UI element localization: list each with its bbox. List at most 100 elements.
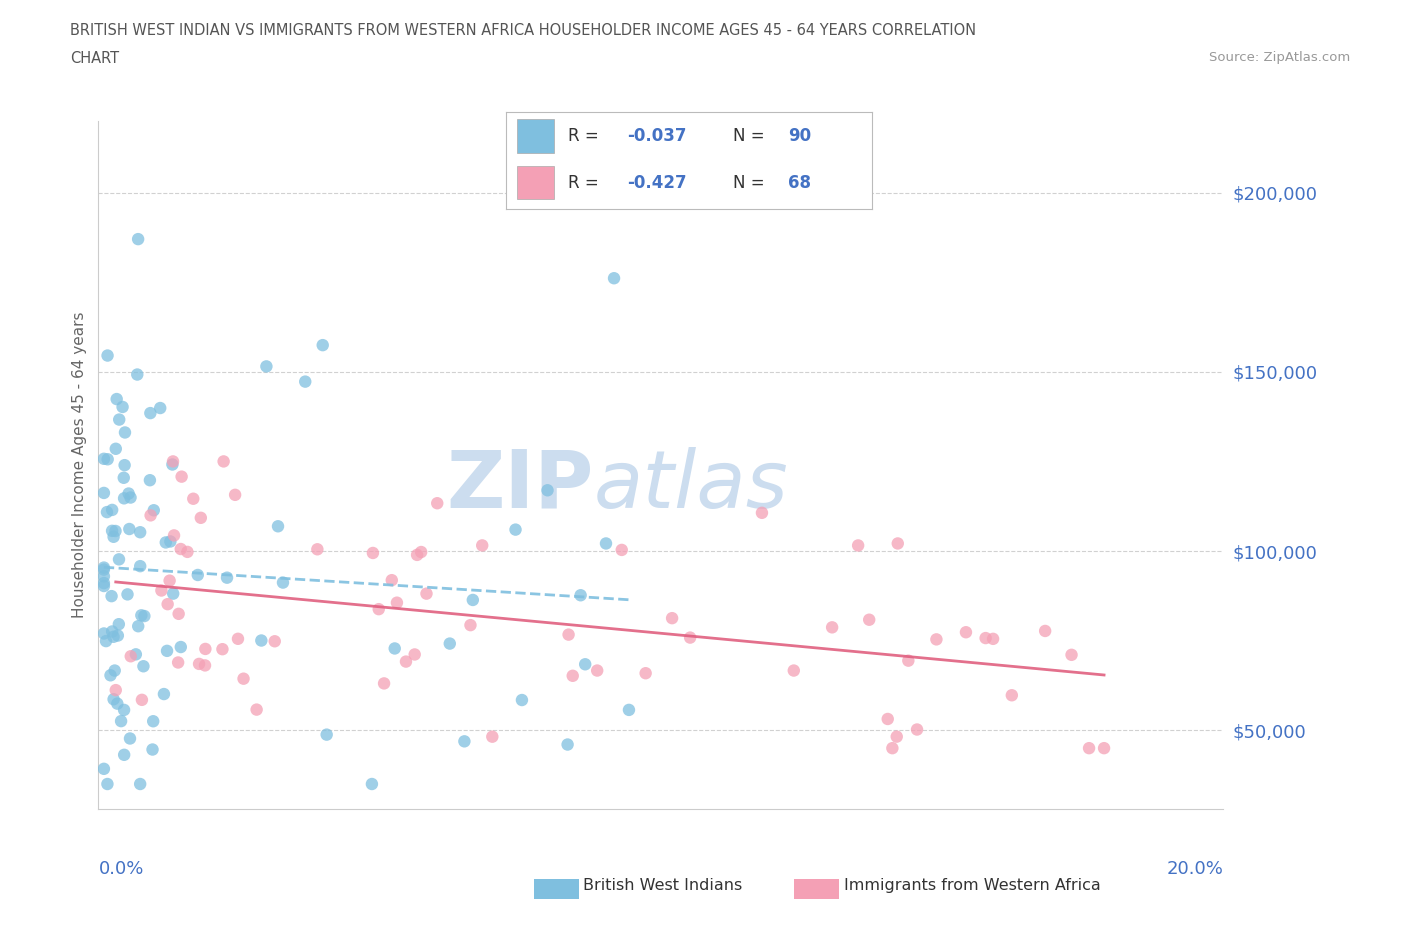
Point xyxy=(153,686,176,701)
Point xyxy=(162,586,184,601)
Point xyxy=(232,671,254,686)
Point xyxy=(134,608,156,623)
Point xyxy=(93,560,115,575)
Point xyxy=(661,611,683,626)
Point xyxy=(561,669,583,684)
Point xyxy=(569,588,592,603)
Point xyxy=(271,575,294,590)
Point xyxy=(100,589,122,604)
Point xyxy=(846,538,869,552)
Point xyxy=(586,663,609,678)
Point xyxy=(96,777,118,791)
Point xyxy=(170,640,193,655)
Point xyxy=(127,367,149,382)
Point xyxy=(162,454,184,469)
Point xyxy=(101,624,124,639)
Text: 90: 90 xyxy=(787,127,811,145)
Point xyxy=(603,271,626,286)
Point xyxy=(194,658,217,672)
Point xyxy=(108,617,131,631)
Point xyxy=(159,573,181,588)
Point xyxy=(254,359,277,374)
Point xyxy=(176,544,198,559)
Point xyxy=(111,400,134,415)
Point xyxy=(132,658,155,673)
Point xyxy=(107,628,129,643)
Point xyxy=(224,487,246,502)
Point xyxy=(955,625,977,640)
Point xyxy=(167,606,190,621)
Point xyxy=(481,729,503,744)
Point xyxy=(141,742,163,757)
Point xyxy=(142,714,165,729)
Text: N =: N = xyxy=(733,127,769,145)
Point xyxy=(315,727,337,742)
Text: atlas: atlas xyxy=(593,446,789,525)
Point xyxy=(125,647,148,662)
Point xyxy=(411,545,433,560)
Point xyxy=(112,748,135,763)
Point xyxy=(194,642,217,657)
Point xyxy=(120,649,142,664)
Point xyxy=(110,713,132,728)
Point xyxy=(263,634,285,649)
Point xyxy=(139,508,162,523)
Point xyxy=(129,525,152,539)
Point xyxy=(167,655,190,670)
Point xyxy=(150,583,173,598)
Point xyxy=(103,529,125,544)
Point xyxy=(108,412,131,427)
Point xyxy=(163,528,186,543)
Point xyxy=(131,693,153,708)
Y-axis label: Householder Income Ages 45 - 64 years: Householder Income Ages 45 - 64 years xyxy=(72,312,87,618)
Point xyxy=(226,631,249,646)
Point xyxy=(139,472,162,487)
Point xyxy=(104,663,127,678)
Point xyxy=(170,541,193,556)
Point xyxy=(384,641,406,656)
Point xyxy=(129,777,152,791)
Point xyxy=(905,722,928,737)
Point xyxy=(595,536,617,551)
Text: British West Indians: British West Indians xyxy=(583,878,742,893)
Point xyxy=(453,734,475,749)
Point xyxy=(536,483,558,498)
Point xyxy=(93,626,115,641)
Point xyxy=(118,522,141,537)
Point xyxy=(439,636,461,651)
Point xyxy=(114,458,136,472)
Point xyxy=(574,657,596,671)
Point xyxy=(460,618,482,632)
Point xyxy=(858,612,880,627)
Point xyxy=(112,702,135,717)
Point xyxy=(129,559,152,574)
Point xyxy=(361,546,384,561)
Point xyxy=(783,663,806,678)
Point xyxy=(505,522,527,537)
Point xyxy=(1033,623,1056,638)
Point xyxy=(93,562,115,577)
Point xyxy=(882,740,904,755)
Bar xyxy=(517,166,554,200)
Point xyxy=(897,653,920,668)
Point xyxy=(103,630,125,644)
Point xyxy=(887,536,910,551)
Point xyxy=(156,597,179,612)
Point xyxy=(373,676,395,691)
Text: Source: ZipAtlas.com: Source: ZipAtlas.com xyxy=(1209,51,1350,64)
Point xyxy=(156,644,179,658)
Point xyxy=(361,777,384,791)
Point xyxy=(385,595,408,610)
Point xyxy=(267,519,290,534)
Point xyxy=(112,491,135,506)
Point xyxy=(117,486,139,501)
Point xyxy=(212,454,235,469)
Point xyxy=(557,627,579,642)
Point xyxy=(112,471,135,485)
Point xyxy=(93,762,115,777)
Point xyxy=(312,338,335,352)
Point xyxy=(404,647,426,662)
Point xyxy=(246,702,269,717)
Point xyxy=(610,542,633,557)
Point xyxy=(149,401,172,416)
